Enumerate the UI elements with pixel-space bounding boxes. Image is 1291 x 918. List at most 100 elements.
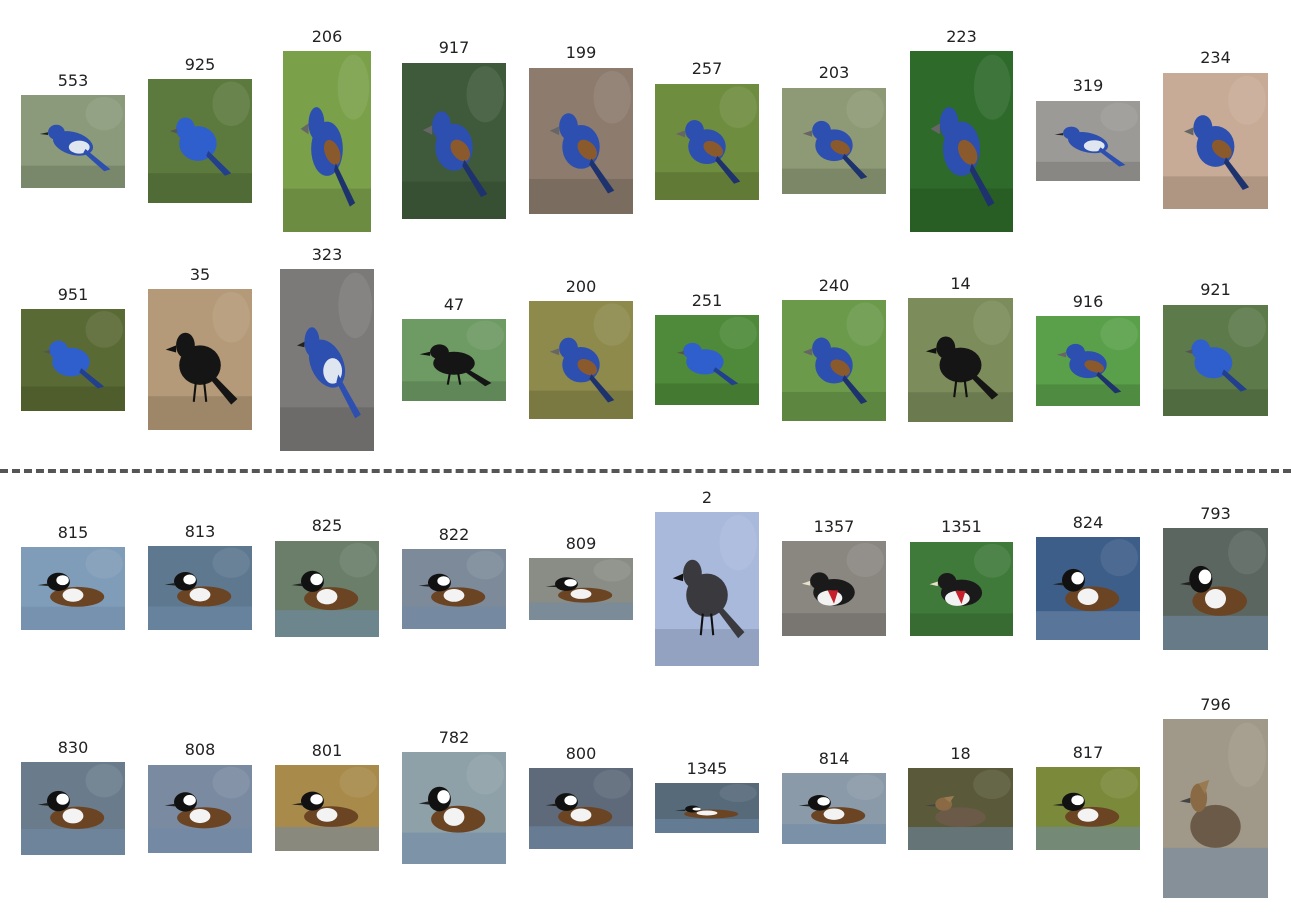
blue-grosbeak-image	[1163, 73, 1268, 209]
image-label: 822	[438, 525, 470, 544]
hooded-merganser-image	[1036, 537, 1140, 640]
image-label: 1357	[813, 517, 855, 536]
image-tile: 35	[148, 266, 252, 430]
image-tile: 2	[655, 489, 759, 666]
indigo-bunting-image	[21, 309, 125, 411]
image-tile: 1357	[782, 518, 886, 636]
blue-grosbeak-image	[283, 51, 371, 232]
image-tile: 553	[21, 72, 125, 188]
hooded-merganser-image	[529, 558, 633, 620]
blue-grosbeak-image	[1036, 316, 1140, 406]
hooded-merganser-image	[1163, 528, 1268, 650]
blue-grosbeak-image	[529, 301, 633, 419]
hooded-merganser-image	[1036, 767, 1140, 850]
image-tile: 203	[782, 64, 886, 194]
blue-grosbeak-image	[529, 68, 633, 214]
image-label: 2	[701, 488, 713, 507]
image-label: 830	[57, 738, 89, 757]
image-tile: 234	[1163, 49, 1268, 209]
image-tile: 925	[148, 56, 252, 203]
image-label: 825	[311, 516, 343, 535]
image-label: 553	[57, 71, 89, 90]
blue-grosbeak-image	[655, 84, 759, 200]
image-tile: 809	[529, 535, 633, 620]
image-label: 800	[565, 744, 597, 763]
image-label: 251	[691, 291, 723, 310]
blue-grosbeak-image	[782, 300, 886, 421]
image-label: 319	[1072, 76, 1104, 95]
image-tile: 813	[148, 523, 252, 630]
image-tile: 796	[1163, 696, 1268, 898]
image-tile: 824	[1036, 514, 1140, 640]
image-tile: 18	[908, 745, 1013, 850]
image-label: 916	[1072, 292, 1104, 311]
image-label: 824	[1072, 513, 1104, 532]
image-label: 814	[818, 749, 850, 768]
grosbeak-rb-image	[782, 541, 886, 636]
image-label: 951	[57, 285, 89, 304]
crow-image	[402, 319, 506, 401]
image-tile: 917	[402, 39, 506, 219]
image-label: 817	[1072, 743, 1104, 762]
image-tile: 808	[148, 741, 252, 853]
image-tile: 206	[283, 28, 371, 232]
blue-grosbeak-image	[910, 51, 1013, 232]
image-label: 796	[1200, 695, 1231, 714]
image-label: 917	[438, 38, 470, 57]
indigo-bunting-image	[655, 315, 759, 405]
image-tile: 323	[280, 246, 374, 451]
hooded-merganser-image	[402, 752, 506, 864]
image-tile: 240	[782, 277, 886, 421]
image-tile: 801	[275, 742, 379, 851]
image-tile: 951	[21, 286, 125, 411]
hooded-merganser-image	[148, 546, 252, 630]
hooded-merganser-image	[148, 765, 252, 853]
image-label: 808	[184, 740, 216, 759]
image-tile: 815	[21, 524, 125, 630]
image-tile: 830	[21, 739, 125, 855]
blue-grosbeak-image	[782, 88, 886, 194]
image-tile: 782	[402, 729, 506, 864]
image-tile: 319	[1036, 77, 1140, 181]
image-tile: 257	[655, 60, 759, 200]
hooded-merganser-image	[275, 541, 379, 637]
image-tile: 14	[908, 275, 1013, 422]
image-label: 921	[1200, 280, 1231, 299]
hooded-merganser-image	[21, 547, 125, 630]
image-label: 793	[1200, 504, 1231, 523]
image-label: 323	[311, 245, 343, 264]
merganser-flat-image	[655, 783, 759, 833]
image-label: 200	[565, 277, 597, 296]
hooded-merganser-image	[782, 773, 886, 844]
image-tile: 814	[782, 750, 886, 844]
image-label: 257	[691, 59, 723, 78]
blue-grosbeak-image	[402, 63, 506, 219]
image-tile: 47	[402, 296, 506, 401]
image-tile: 223	[910, 28, 1013, 232]
image-label: 1345	[686, 759, 728, 778]
image-label: 809	[565, 534, 597, 553]
image-label: 1351	[941, 517, 982, 536]
image-tile: 1345	[655, 760, 759, 833]
crow-image	[908, 298, 1013, 422]
image-label: 206	[311, 27, 343, 46]
image-tile: 251	[655, 292, 759, 405]
image-label: 223	[946, 27, 977, 46]
image-tile: 822	[402, 526, 506, 629]
image-label: 18	[950, 744, 971, 763]
indigo-bunting-image	[148, 79, 252, 203]
image-label: 14	[950, 274, 971, 293]
image-label: 35	[189, 265, 211, 284]
image-label: 47	[443, 295, 465, 314]
image-label: 925	[184, 55, 216, 74]
image-tile: 817	[1036, 744, 1140, 850]
hooded-merganser-image	[21, 762, 125, 855]
image-label: 813	[184, 522, 216, 541]
image-label: 234	[1200, 48, 1231, 67]
image-label: 240	[818, 276, 850, 295]
image-label: 801	[311, 741, 343, 760]
scrub-jay-image	[21, 95, 125, 188]
image-label: 782	[438, 728, 470, 747]
image-label: 199	[565, 43, 597, 62]
image-tile: 1351	[910, 518, 1013, 636]
